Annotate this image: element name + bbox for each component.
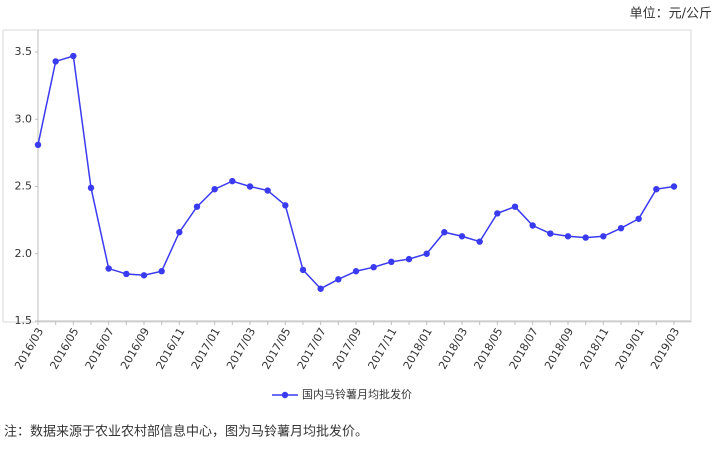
data-point xyxy=(193,203,201,210)
y-tick-label: 2.5 xyxy=(15,180,33,193)
data-point xyxy=(282,202,289,209)
x-tick-label: 2017/05 xyxy=(259,326,293,372)
data-point xyxy=(582,234,589,241)
data-point xyxy=(600,233,607,240)
data-point xyxy=(511,203,519,210)
data-point xyxy=(335,276,342,283)
y-tick-label: 2.0 xyxy=(15,247,33,260)
data-point xyxy=(494,210,501,217)
x-tick-label: 2018/11 xyxy=(577,326,611,372)
data-point xyxy=(441,229,448,236)
data-point xyxy=(547,230,554,237)
data-point xyxy=(246,183,254,190)
data-point xyxy=(670,183,678,190)
plot-frame xyxy=(2,29,692,323)
data-point xyxy=(352,268,360,275)
y-tick-label: 3.0 xyxy=(15,112,33,125)
note: 注：数据来源于农业农村部信息中心，图为马铃薯月均批发价。 xyxy=(4,424,368,440)
x-tick-label: 2016/11 xyxy=(153,326,187,372)
data-point xyxy=(388,258,395,266)
series-line xyxy=(37,55,675,290)
x-tick-label: 2016/07 xyxy=(83,326,117,372)
x-tick-label: 2017/07 xyxy=(295,326,329,372)
data-point xyxy=(34,141,42,149)
y-tick-label: 1.5 xyxy=(15,314,33,327)
x-tick-label: 2017/03 xyxy=(224,326,258,372)
data-point xyxy=(405,255,413,263)
x-tick-label: 2019/03 xyxy=(648,326,682,372)
data-point xyxy=(211,185,218,193)
x-tick-label: 2017/01 xyxy=(189,326,223,372)
data-point xyxy=(617,224,625,232)
x-tick-label: 2016/09 xyxy=(118,326,152,372)
data-point xyxy=(52,58,59,65)
data-point xyxy=(564,233,572,240)
x-tick-label: 2018/07 xyxy=(507,326,541,372)
x-tick-label: 2018/09 xyxy=(542,326,576,372)
x-tick-label: 2016/05 xyxy=(47,326,81,372)
x-tick-label: 2017/09 xyxy=(330,326,364,372)
data-point xyxy=(370,264,377,271)
data-point xyxy=(635,215,642,222)
x-tick-label: 2019/01 xyxy=(613,326,647,372)
data-point xyxy=(458,233,466,240)
data-point xyxy=(299,266,307,274)
data-point xyxy=(176,229,183,236)
x-tick-label: 2017/11 xyxy=(365,326,399,372)
data-point xyxy=(476,238,483,245)
data-point xyxy=(423,250,430,257)
unit-label: 单位：元/公斤 xyxy=(630,7,712,22)
data-point xyxy=(529,222,536,229)
data-point xyxy=(70,52,77,60)
x-tick-label: 2018/01 xyxy=(401,326,435,372)
data-point xyxy=(229,177,236,185)
data-point xyxy=(87,184,95,192)
y-tick-label: 3.5 xyxy=(15,45,33,58)
data-point xyxy=(140,272,148,279)
data-point xyxy=(123,270,130,278)
data-point xyxy=(653,185,660,193)
legend-marker xyxy=(281,391,289,399)
data-point xyxy=(264,187,271,194)
x-tick-label: 2016/03 xyxy=(12,326,46,372)
data-point xyxy=(317,285,324,292)
data-point xyxy=(158,268,165,275)
x-tick-label: 2018/03 xyxy=(436,326,470,372)
legend-label: 国内马铃薯月均批发价 xyxy=(302,387,412,401)
x-tick-label: 2018/05 xyxy=(471,326,505,372)
data-point xyxy=(105,265,112,272)
